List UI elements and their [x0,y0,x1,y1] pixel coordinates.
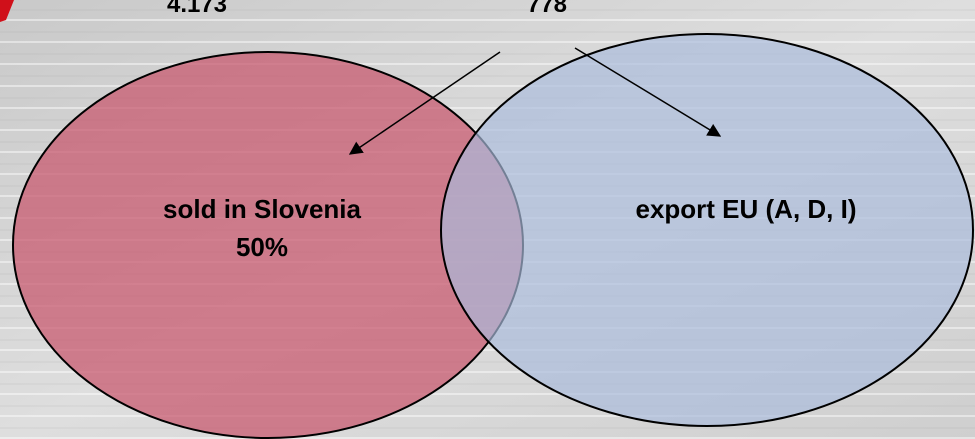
circle-share: 50% [236,232,288,262]
circle-label: export EU (A, D, I) [635,194,856,224]
count-label: 4.173 [167,0,227,18]
right-circle [441,34,973,426]
count-label: 778 [527,0,567,18]
circle-label: sold in Slovenia [163,194,361,224]
page: 4.173 778 sold in Slovenia 50% export EU… [0,0,975,439]
slide: 4.173 778 sold in Slovenia 50% export EU… [0,0,975,439]
